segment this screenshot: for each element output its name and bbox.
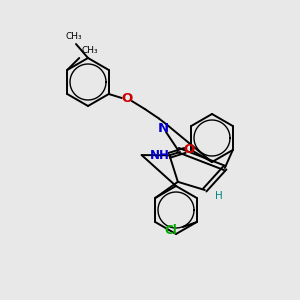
Text: CH₃: CH₃ xyxy=(81,46,98,55)
Text: O: O xyxy=(183,143,194,156)
Text: NH: NH xyxy=(150,148,169,162)
Text: N: N xyxy=(158,122,169,134)
Text: Cl: Cl xyxy=(164,224,177,236)
Text: CH₃: CH₃ xyxy=(66,32,82,41)
Text: H: H xyxy=(215,191,223,201)
Text: O: O xyxy=(121,92,132,106)
